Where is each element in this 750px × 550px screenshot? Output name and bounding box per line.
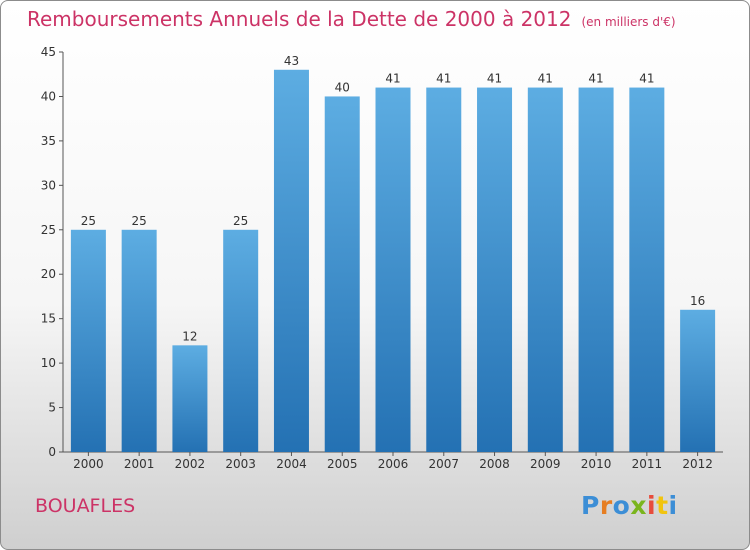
- bar: [172, 345, 208, 452]
- logo-letter: x: [630, 491, 647, 520]
- data-label: 41: [385, 72, 400, 86]
- y-tick-label: 30: [41, 178, 56, 192]
- y-tick-label: 0: [48, 445, 56, 459]
- data-label: 41: [588, 72, 603, 86]
- data-label: 25: [233, 214, 248, 228]
- bar: [324, 96, 360, 452]
- logo-letter: t: [656, 491, 669, 520]
- logo-letter: o: [612, 491, 631, 520]
- x-tick-label: 2005: [327, 457, 358, 471]
- y-tick-label: 35: [41, 134, 56, 148]
- y-tick-label: 5: [48, 401, 56, 415]
- city-name: BOUAFLES: [35, 495, 136, 517]
- x-tick-label: 2010: [581, 457, 612, 471]
- data-label: 25: [81, 214, 96, 228]
- x-tick-label: 2012: [682, 457, 713, 471]
- y-tick-label: 45: [41, 45, 56, 59]
- chart-title-text: Remboursements Annuels de la Dette de 20…: [27, 7, 572, 31]
- x-tick-label: 2001: [124, 457, 155, 471]
- chart-unit: (en milliers d'€): [581, 15, 676, 29]
- data-label: 41: [639, 72, 654, 86]
- y-tick-label: 40: [41, 89, 56, 103]
- axes: 0 5 10 15 20 25 30 35 40 45 2000 2001 2002 2003 2004 20…: [41, 45, 723, 471]
- data-label: 25: [132, 214, 147, 228]
- x-tick-label: 2003: [225, 457, 256, 471]
- x-tick-label: 2006: [378, 457, 409, 471]
- bar: [121, 229, 157, 452]
- logo-letter: P: [581, 491, 600, 520]
- data-label: 40: [335, 80, 350, 94]
- data-label: 41: [487, 72, 502, 86]
- bars: [70, 69, 716, 453]
- x-tick-label: 2008: [479, 457, 510, 471]
- y-tick-label: 25: [41, 223, 56, 237]
- data-label: 16: [690, 294, 705, 308]
- logo-letter: r: [599, 491, 613, 520]
- data-label: 12: [182, 329, 197, 343]
- data-label: 41: [538, 72, 553, 86]
- bar: [578, 87, 614, 453]
- y-tick-label: 20: [41, 267, 56, 281]
- x-tick-label: 2007: [428, 457, 459, 471]
- bar: [680, 309, 716, 452]
- x-tick-label: 2004: [276, 457, 307, 471]
- bar: [477, 87, 513, 453]
- chart-title: Remboursements Annuels de la Dette de 20…: [27, 7, 676, 31]
- bar: [527, 87, 563, 453]
- x-tick-label: 2011: [632, 457, 663, 471]
- bar: [223, 229, 259, 452]
- proxiti-logo: Proxiti: [581, 491, 678, 520]
- x-tick-label: 2000: [73, 457, 104, 471]
- y-tick-label: 15: [41, 312, 56, 326]
- data-label: 43: [284, 54, 299, 68]
- y-tick-label: 10: [41, 356, 56, 370]
- logo-letter: i: [647, 491, 657, 520]
- bar: [426, 87, 462, 453]
- bar: [629, 87, 665, 453]
- logo-letter: i: [668, 491, 678, 520]
- bar: [375, 87, 411, 453]
- data-label: 41: [436, 72, 451, 86]
- data-labels: 25 25 12 25 43 40 41 41 41 41 41 41 16: [81, 54, 706, 344]
- bar: [70, 229, 106, 452]
- x-tick-label: 2002: [175, 457, 206, 471]
- bar: [273, 69, 309, 453]
- x-tick-label: 2009: [530, 457, 561, 471]
